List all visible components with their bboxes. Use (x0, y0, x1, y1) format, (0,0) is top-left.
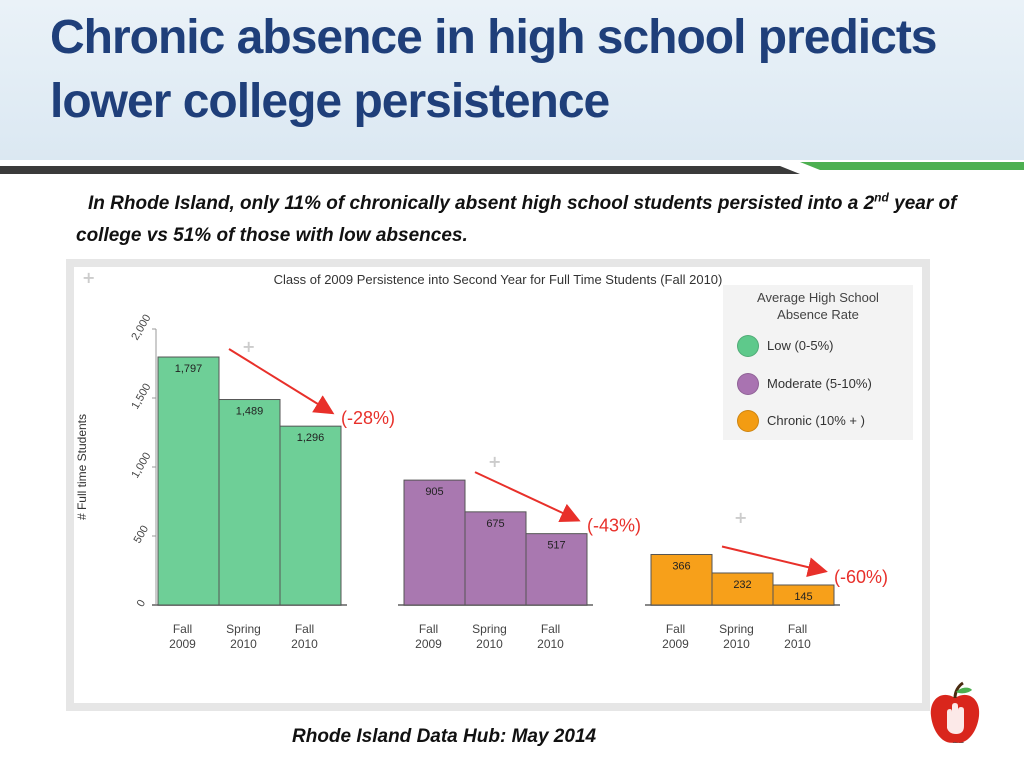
trend-arrow (474, 471, 581, 522)
x-tick-label-line-1: Fall (419, 622, 438, 636)
divider-dark-bar (0, 166, 800, 174)
legend-label-low: Low (0-5%) (767, 338, 834, 353)
y-tick-label: 2,000 (129, 313, 153, 343)
x-tick-label-line-1: Fall (541, 622, 560, 636)
x-tick-label-line-2: 2010 (476, 637, 503, 651)
subtitle-superscript: nd (874, 190, 889, 205)
x-tick-label-line-2: 2009 (415, 637, 442, 651)
x-tick-label-line-2: 2010 (784, 637, 811, 651)
x-tick-label-line-2: 2010 (291, 637, 318, 651)
bar-value-label: 675 (486, 518, 504, 530)
legend-item-moderate: Moderate (5-10%) (737, 373, 907, 397)
bar-value-label: 232 (733, 579, 751, 591)
legend-swatch-low (737, 335, 759, 357)
plus-marker-icon: + (242, 337, 255, 356)
bar-value-label: 145 (794, 591, 812, 603)
plus-marker-icon: + (488, 452, 501, 471)
plus-marker-icon: + (734, 508, 747, 527)
bar (650, 553, 713, 606)
subtitle-text-part-2: year of college vs 51% of those with low… (76, 193, 957, 246)
bar-value-label: 1,489 (236, 406, 264, 418)
percent-change-label: (-43%) (587, 516, 641, 536)
bar-value-label: 366 (672, 560, 690, 572)
legend-label-chronic: Chronic (10% + ) (767, 413, 865, 428)
y-tick-label: 1,500 (129, 382, 153, 412)
y-axis-label: # Full time Students (75, 414, 89, 520)
legend-item-low: Low (0-5%) (737, 335, 907, 359)
bar (157, 356, 220, 606)
apple-logo-icon (930, 681, 980, 743)
x-tick-label-line-2: 2010 (537, 637, 564, 651)
y-tick-label: 0 (135, 598, 148, 609)
trend-arrow (721, 545, 828, 577)
bar-value-label: 905 (425, 486, 443, 498)
percent-change-label: (-28%) (341, 408, 395, 428)
bar-value-label: 1,296 (297, 432, 325, 444)
bar (218, 399, 281, 606)
x-tick-label-line-1: Fall (173, 622, 192, 636)
legend-title-line-2: Absence Rate (777, 307, 859, 322)
persistence-bar-chart: Class of 2009 Persistence into Second Ye… (75, 268, 888, 651)
plus-marker-icon: + (82, 268, 95, 287)
x-tick-label-line-2: 2010 (230, 637, 257, 651)
source-citation: Rhode Island Data Hub: May 2014 (292, 726, 597, 747)
bar (772, 584, 835, 606)
bar (525, 533, 588, 606)
x-tick-label-line-1: Fall (788, 622, 807, 636)
chart-title: Class of 2009 Persistence into Second Ye… (274, 272, 723, 287)
x-tick-label-line-1: Spring (472, 622, 507, 636)
trend-arrow (228, 348, 335, 415)
bar-value-label: 517 (547, 540, 565, 552)
percent-change-label: (-60%) (834, 567, 888, 587)
x-tick-label-line-1: Fall (666, 622, 685, 636)
y-tick-label: 1,000 (129, 451, 153, 481)
divider-green-bar (800, 162, 1024, 170)
x-tick-label-line-2: 2009 (169, 637, 196, 651)
bar (403, 479, 466, 606)
header-divider (0, 162, 1024, 174)
title-band: Chronic absence in high school predicts … (0, 0, 1024, 160)
legend-label-moderate: Moderate (5-10%) (767, 376, 872, 391)
bar (279, 425, 342, 606)
legend-title: Average High School Absence Rate (723, 289, 913, 323)
slide-title: Chronic absence in high school predicts … (50, 11, 938, 128)
x-tick-label-line-2: 2009 (662, 637, 689, 651)
x-tick-label-line-2: 2010 (723, 637, 750, 651)
bar-value-label: 1,797 (175, 363, 203, 375)
y-tick-label: 500 (132, 524, 152, 546)
x-tick-label-line-1: Fall (295, 622, 314, 636)
bar (711, 572, 774, 606)
chart-legend: Average High School Absence Rate Low (0-… (723, 285, 913, 440)
legend-swatch-moderate (737, 373, 759, 395)
legend-title-line-1: Average High School (757, 290, 879, 305)
legend-item-chronic: Chronic (10% + ) (737, 410, 907, 434)
slide-subtitle: In Rhode Island, only 11% of chronically… (76, 188, 976, 252)
x-tick-label-line-1: Spring (719, 622, 754, 636)
legend-swatch-chronic (737, 410, 759, 432)
x-tick-label-line-1: Spring (226, 622, 261, 636)
subtitle-text-part-1: In Rhode Island, only 11% of chronically… (88, 193, 875, 214)
